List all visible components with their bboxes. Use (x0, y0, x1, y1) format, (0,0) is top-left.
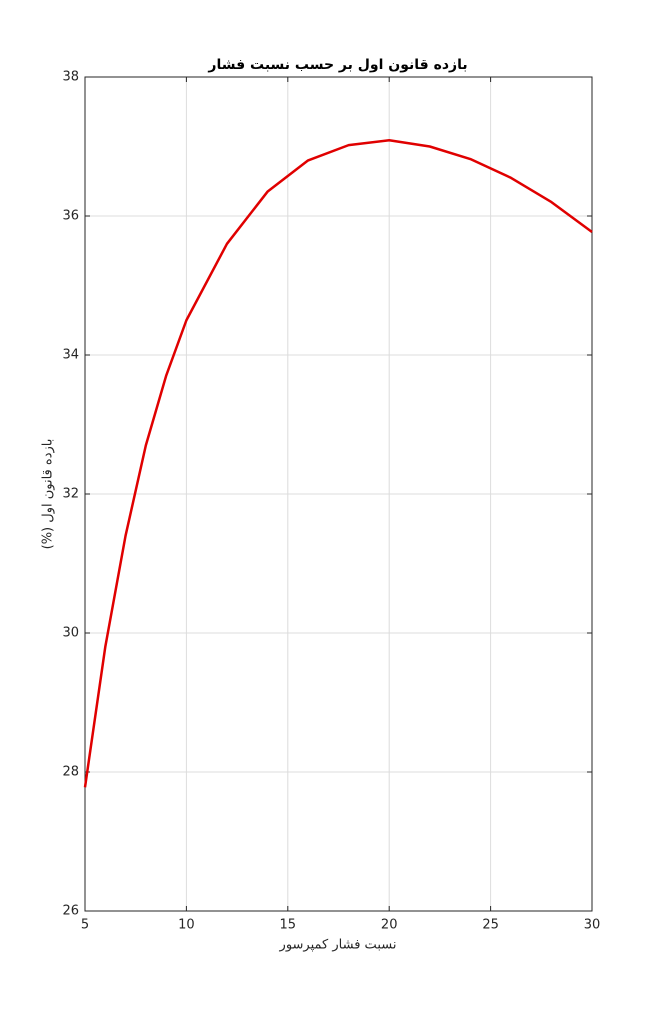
x-tick-label: 5 (81, 918, 89, 933)
y-axis-label: بازده قانون اول (%) (41, 439, 56, 550)
y-tick-label: 34 (62, 348, 79, 363)
y-tick-label: 36 (62, 209, 79, 224)
x-tick-label: 30 (584, 918, 601, 933)
chart-title: بازده قانون اول بر حسب نسبت فشار (207, 57, 467, 73)
y-tick-label: 28 (62, 765, 79, 780)
x-tick-label: 15 (280, 918, 297, 933)
y-tick-label: 30 (62, 626, 79, 641)
x-axis-label: نسبت فشار کمپرسور (279, 938, 397, 953)
x-tick-label: 25 (482, 918, 499, 933)
plot-frame (84, 76, 593, 912)
x-tick-label: 10 (178, 918, 195, 933)
data-line (83, 138, 593, 788)
x-tick-label: 20 (381, 918, 398, 933)
y-tick-label: 32 (62, 487, 79, 502)
y-tick-label: 26 (62, 904, 79, 919)
y-tick-label: 38 (62, 70, 79, 85)
